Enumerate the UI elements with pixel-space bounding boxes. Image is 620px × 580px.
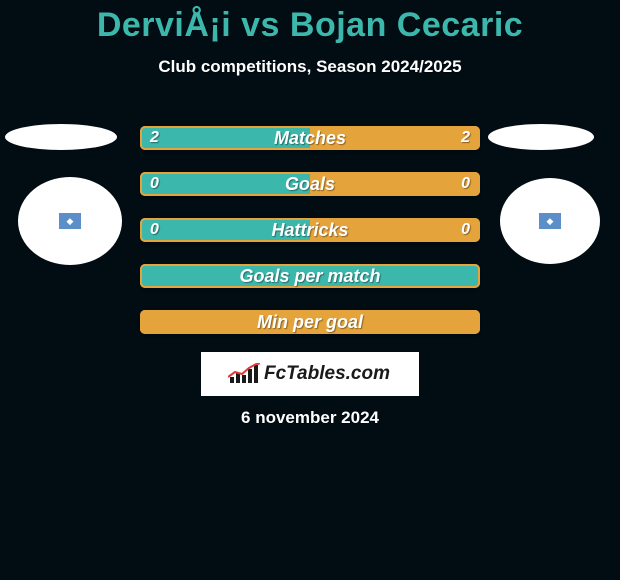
stat-bar: Goals per match: [140, 264, 480, 288]
stat-bar-right-value: 2: [461, 126, 470, 150]
club-badge-left-icon: ◆: [59, 213, 81, 229]
club-badge-left: ◆: [18, 177, 122, 265]
player-photo-right: [488, 124, 594, 150]
stat-bar-left-value: 0: [150, 218, 159, 242]
stat-bar: Matches2 2: [140, 126, 480, 150]
stats-bars: Matches22Goals00Hattricks00Goals per mat…: [140, 126, 480, 356]
stat-bar-label: Min per goal: [140, 310, 480, 334]
stat-bar: Min per goal: [140, 310, 480, 334]
stat-bar-right-value: 0: [461, 218, 470, 242]
stat-bar-right-value: 0: [461, 172, 470, 196]
stat-bar-label: Goals: [140, 172, 480, 196]
stat-bar-label: Hattricks: [140, 218, 480, 242]
stat-bar-label: Goals per match: [140, 264, 480, 288]
brand-chart-icon: [230, 365, 258, 383]
brand-box: FcTables.com: [201, 352, 419, 396]
player-photo-left: [5, 124, 117, 150]
club-badge-right: ◆: [500, 178, 600, 264]
stat-bar: Goals0 0: [140, 172, 480, 196]
stat-bar-left-value: 2: [150, 126, 159, 150]
comparison-infographic: DerviÅ¡i vs Bojan Cecaric Club competiti…: [0, 0, 620, 580]
brand-logo: FcTables.com: [230, 363, 390, 385]
date-line: 6 november 2024: [0, 408, 620, 428]
page-subtitle: Club competitions, Season 2024/2025: [0, 57, 620, 77]
page-title: DerviÅ¡i vs Bojan Cecaric: [0, 0, 620, 45]
brand-text: FcTables.com: [264, 363, 390, 385]
stat-bar-left-value: 0: [150, 172, 159, 196]
club-badge-right-icon: ◆: [539, 213, 561, 229]
stat-bar-label: Matches: [140, 126, 480, 150]
stat-bar: Hattricks0 0: [140, 218, 480, 242]
